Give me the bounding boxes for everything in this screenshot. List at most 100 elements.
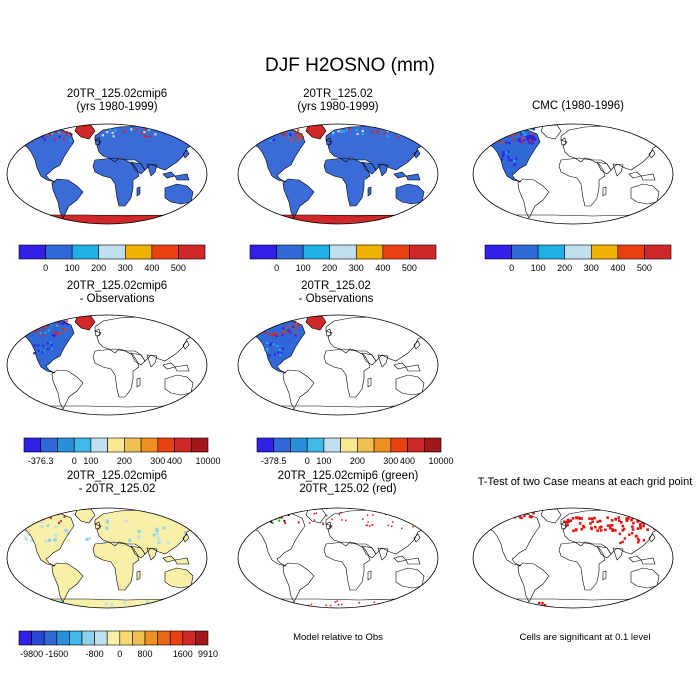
outline-cell	[367, 521, 369, 523]
snow-cell	[24, 138, 28, 141]
diff-cell	[131, 523, 135, 527]
snow-cell	[252, 323, 255, 326]
diff-cell	[103, 540, 107, 544]
snow-cell	[34, 330, 37, 333]
colorbar-box	[90, 437, 108, 453]
significant-cell	[578, 522, 582, 525]
outline-cell	[280, 516, 283, 519]
snow-cell	[33, 352, 36, 355]
colorbar-box	[73, 437, 92, 453]
diff-cell	[155, 527, 159, 531]
snow-cell	[22, 131, 25, 135]
snow-cell	[397, 133, 400, 136]
diff-cell	[62, 607, 66, 608]
snow-cell	[289, 139, 292, 142]
outline-cell	[401, 527, 403, 530]
snow-cell	[281, 334, 284, 337]
panel-1-map	[6, 123, 208, 225]
colorbar-box	[407, 437, 425, 453]
outline-cell	[270, 513, 272, 516]
panel-7-title-line1: 20TR_125.02cmip6 (green)	[277, 470, 419, 482]
snow-cell	[376, 132, 379, 135]
snow-cell	[297, 135, 300, 138]
significant-cell	[621, 540, 624, 544]
colorbar-label: 400	[400, 456, 415, 466]
diff-cell	[44, 600, 47, 604]
outline-cell	[420, 527, 422, 529]
significant-cell	[493, 519, 496, 522]
diff-cell	[166, 541, 170, 545]
snow-cell	[498, 131, 501, 134]
snow-cell	[423, 132, 426, 135]
diff-cell	[32, 512, 35, 515]
snow-cell	[296, 132, 299, 135]
significant-cell	[571, 517, 575, 520]
snow-cell	[145, 135, 148, 138]
snow-cell	[51, 132, 54, 135]
snow-cell	[21, 322, 24, 325]
diff-cell	[156, 532, 160, 536]
snow-cell	[263, 136, 266, 140]
outline-cell	[283, 519, 286, 522]
snow-cell	[264, 349, 267, 352]
significant-cell	[492, 521, 495, 524]
significant-cell	[491, 513, 494, 516]
diff-cell	[66, 531, 70, 535]
panel-2-title-line2: (yrs 1980-1999)	[297, 101, 379, 113]
snow-cell	[65, 320, 68, 323]
colorbar-box	[140, 437, 159, 453]
significant-cell	[486, 519, 490, 522]
snow-cell	[269, 139, 272, 142]
snow-cell	[31, 132, 34, 135]
snow-cell	[27, 323, 30, 326]
colorbar-label: 100	[316, 456, 331, 466]
diff-cell	[155, 529, 159, 533]
diff-cell	[54, 533, 58, 537]
snow-cell	[282, 132, 285, 135]
snow-cell	[47, 329, 50, 332]
diff-cell	[13, 603, 16, 607]
colorbar-label: 0	[509, 263, 514, 273]
outline-cell	[255, 517, 258, 520]
outline-cell	[371, 524, 373, 526]
significant-cell	[541, 602, 544, 605]
diff-cell	[23, 600, 27, 604]
significant-cell	[617, 516, 620, 519]
significant-cell	[638, 522, 642, 526]
snow-cell	[386, 135, 389, 138]
outline-cell	[254, 518, 257, 521]
significant-cell	[567, 520, 570, 524]
outline-cell	[412, 526, 414, 528]
panel-7-title: 20TR_125.02cmip6 (green) 20TR_125.02 (re…	[238, 470, 458, 496]
colorbar-label: -376.3	[28, 456, 54, 466]
diff-cell	[111, 522, 115, 526]
snow-cell	[255, 319, 258, 322]
snow-cell	[44, 129, 47, 132]
diff-cell	[160, 605, 164, 608]
snow-cell	[345, 129, 348, 132]
diff-cell	[35, 517, 38, 520]
diff-cell	[152, 522, 155, 526]
outline-cell	[275, 514, 278, 517]
outline-cell	[401, 512, 403, 515]
colorbar-box	[382, 244, 410, 260]
colorbar-box	[106, 630, 121, 646]
significant-cell	[614, 529, 617, 532]
significant-cell	[532, 512, 535, 515]
snow-cell	[171, 130, 175, 133]
diff-cell	[58, 521, 60, 524]
diff-cell	[144, 605, 148, 608]
map-clip-group	[238, 508, 438, 608]
snow-cell	[30, 133, 33, 136]
colorbar-label: 500	[171, 263, 186, 273]
colorbar-box	[57, 437, 75, 453]
snow-cell	[296, 139, 299, 142]
map-clip-group	[7, 315, 207, 415]
snow-cell	[62, 327, 65, 331]
significant-cell	[563, 520, 566, 523]
snow-cell	[44, 331, 47, 334]
significant-cell	[599, 519, 602, 523]
panel-8-note: Cells are significant at 0.1 level	[519, 632, 651, 643]
colorbar-box	[119, 630, 133, 646]
outline-cell	[373, 601, 376, 603]
